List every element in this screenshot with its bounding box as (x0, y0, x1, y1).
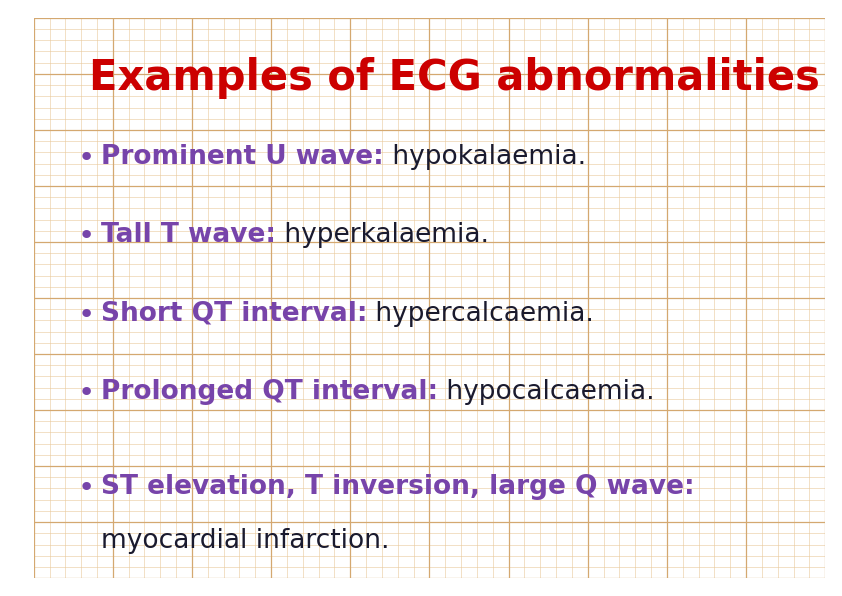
Text: hypercalcaemia.: hypercalcaemia. (367, 301, 594, 327)
Text: •: • (77, 301, 94, 329)
Text: •: • (77, 474, 94, 502)
Text: Prolonged QT interval:: Prolonged QT interval: (101, 379, 438, 405)
Text: hypokalaemia.: hypokalaemia. (384, 144, 586, 170)
Text: •: • (77, 144, 94, 172)
Text: Examples of ECG abnormalities: Examples of ECG abnormalities (89, 57, 820, 99)
Text: Prominent U wave:: Prominent U wave: (101, 144, 384, 170)
Text: ST elevation, T inversion, large Q wave:: ST elevation, T inversion, large Q wave: (101, 474, 695, 501)
Text: •: • (77, 379, 94, 407)
Text: hypocalcaemia.: hypocalcaemia. (438, 379, 655, 405)
Text: myocardial infarction.: myocardial infarction. (101, 527, 390, 554)
Text: hyperkalaemia.: hyperkalaemia. (276, 222, 489, 249)
Text: Tall T wave:: Tall T wave: (101, 222, 276, 249)
Text: Short QT interval:: Short QT interval: (101, 301, 367, 327)
Text: •: • (77, 222, 94, 250)
